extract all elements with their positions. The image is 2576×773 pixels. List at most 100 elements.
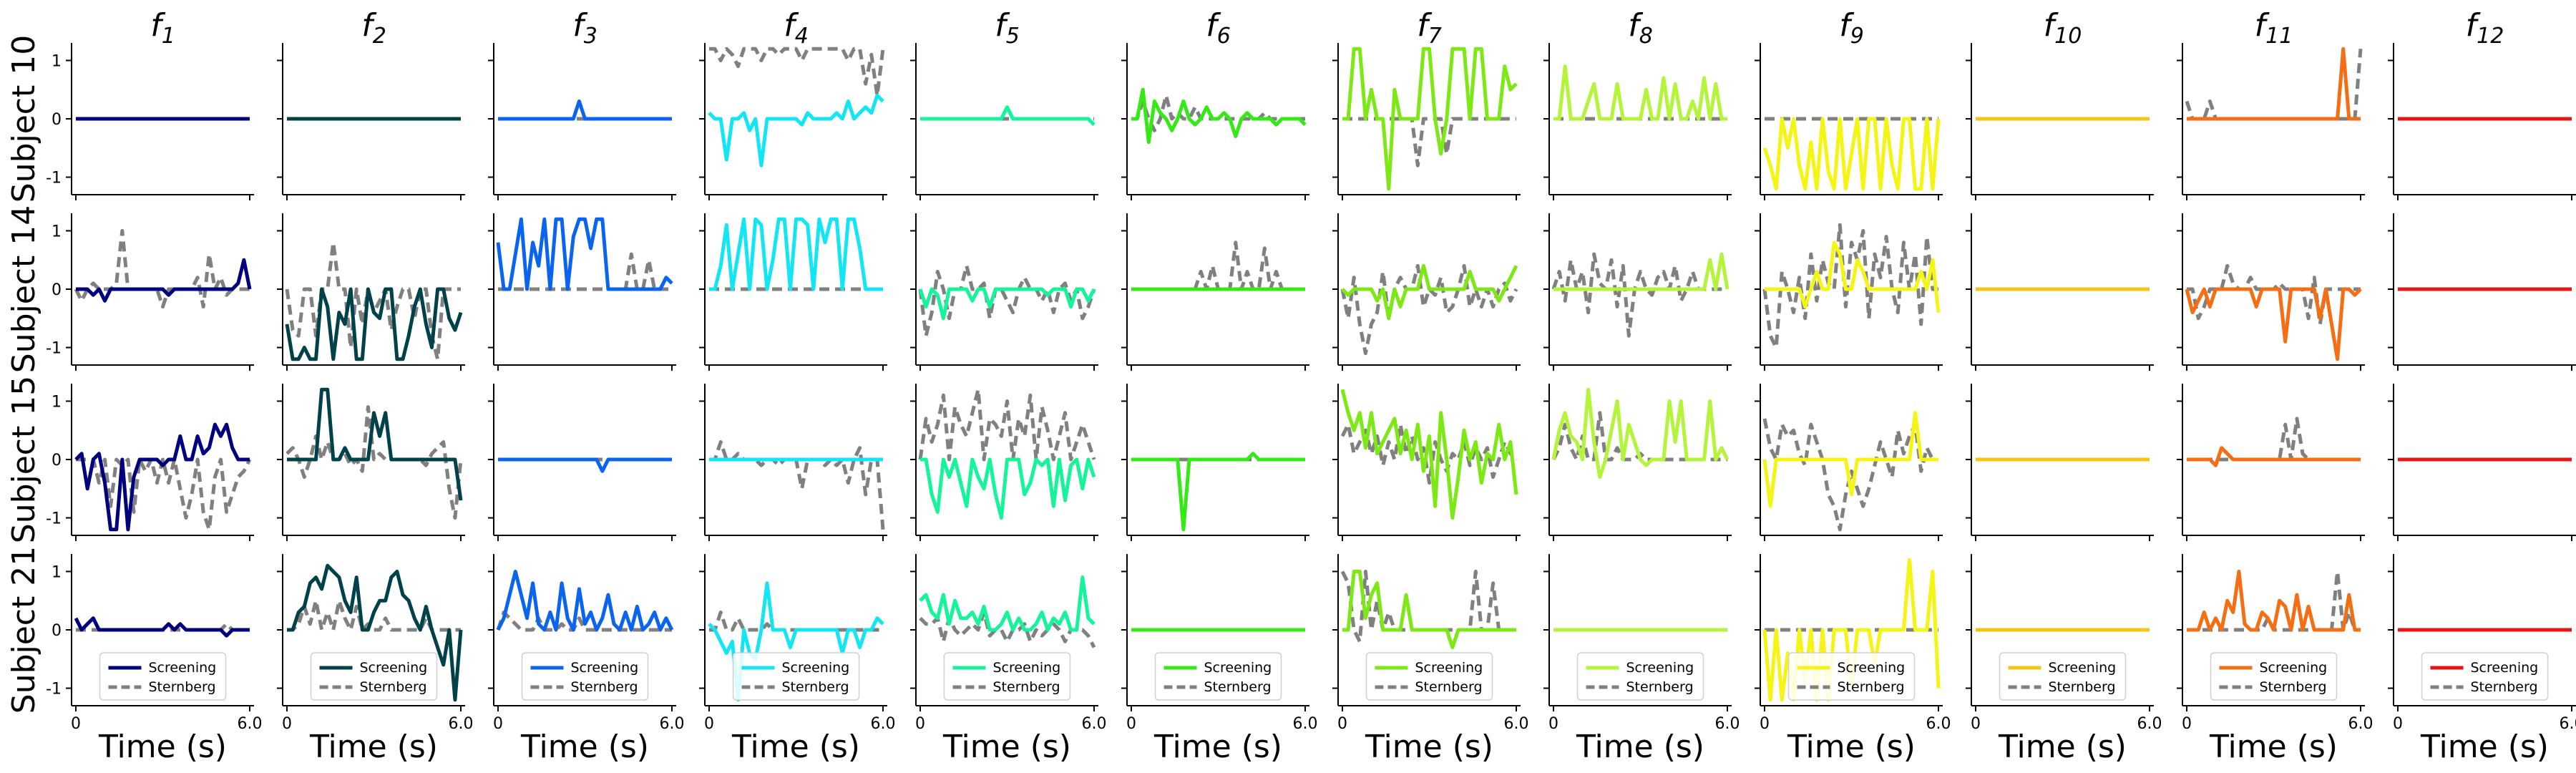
x-tick-label: 6.0 [1926,715,1951,733]
x-tick-label: 0 [1760,715,1770,733]
legend-box [2421,652,2549,701]
x-axis-label: Time (s) [1576,729,1704,765]
series-line-sternberg [918,387,1096,462]
panel-4-12: 0 6.0 Screening Sternberg Time (s) [2388,554,2576,765]
column-title: f4 [784,7,809,49]
series-line-screening [1342,47,1518,191]
y-tick-label: 0 [52,111,62,129]
panel-1-10: f10 [1966,7,2154,200]
column-title: f1 [150,7,175,49]
x-tick-label: 0 [1337,715,1347,733]
legend-label-screening: Screening [571,660,639,676]
legend-box [732,652,860,701]
x-tick-label: 6.0 [660,715,685,733]
panel-4-11: 0 6.0 Screening Sternberg Time (s) [2177,554,2373,765]
x-tick-label: 0 [2393,715,2403,733]
x-tick-label: 0 [71,715,81,733]
legend-box [1154,652,1282,701]
x-tick-label: 0 [704,715,714,733]
row-label: Subject 21 [6,546,42,714]
legend: Screening Sternberg [943,652,1071,701]
series-line-screening [498,99,672,121]
x-axis-label: Time (s) [1365,729,1493,765]
panel-1-6: f6 [1121,7,1309,200]
legend: Screening Sternberg [1999,652,2127,701]
x-axis-label: Time (s) [309,729,438,765]
legend-label-sternberg: Sternberg [360,679,427,695]
series-line-screening [708,93,884,167]
legend-box [1576,652,1704,701]
legend: Screening Sternberg [2421,652,2549,701]
y-tick-label: 1 [52,223,62,240]
panel-1-4: f4 [699,7,887,200]
y-tick-label: 0 [52,622,62,640]
legend-box [310,652,438,701]
x-tick-label: 6.0 [2348,715,2373,733]
series-line-sternberg [76,457,252,532]
legend: Screening Sternberg [99,652,227,701]
panel-1-8: f8 [1543,7,1732,200]
legend-label-screening: Screening [993,660,1061,676]
legend: Screening Sternberg [1154,652,1282,701]
panel-2-10 [1966,213,2154,371]
column-title: f12 [2466,7,2504,49]
legend-label-screening: Screening [782,660,850,676]
legend-label-sternberg: Sternberg [2049,679,2116,695]
legend: Screening Sternberg [732,652,860,701]
x-tick-label: 6.0 [238,715,263,733]
panel-2-5 [910,213,1098,371]
y-tick-label: 1 [52,563,62,581]
panel-2-12 [2388,213,2576,371]
legend-label-screening: Screening [149,660,217,676]
panel-2-11 [2177,213,2365,371]
y-tick-label: -1 [46,510,62,528]
legend-label-screening: Screening [1204,660,1272,676]
series-line-sternberg [1762,418,1938,532]
panel-3-3 [488,384,676,541]
series-line-screening [1553,64,1727,121]
series-line-screening [2187,47,2361,121]
panel-4-1: -1 0 1 0 6.0 Screening Sternberg Time (s) [46,554,263,765]
legend-box [2210,652,2338,701]
series-line-sternberg [2187,417,2361,462]
series-line-screening [498,457,672,473]
series-line-screening [1131,87,1307,145]
series-line-sternberg [1340,422,1518,485]
legend-label-sternberg: Sternberg [1838,679,1905,695]
series-line-sternberg [918,263,1096,338]
panel-2-8 [1543,213,1732,371]
series-line-screening [920,105,1096,126]
y-tick-label: 0 [52,281,62,299]
x-tick-label: 6.0 [2560,715,2576,733]
panel-1-11: f11 [2177,7,2365,200]
x-axis-label: Time (s) [1153,729,1282,765]
panel-2-4 [699,213,887,371]
legend-label-sternberg: Sternberg [1415,679,1483,695]
column-title: f9 [1839,7,1864,49]
x-tick-label: 0 [493,715,503,733]
column-title: f8 [1628,7,1653,49]
panel-3-7 [1332,384,1521,541]
x-axis-label: Time (s) [942,729,1071,765]
column-title: f7 [1417,7,1442,49]
x-tick-label: 6.0 [449,715,474,733]
series-line-screening [1341,263,1518,321]
panel-4-7: 0 6.0 Screening Sternberg Time (s) [1332,554,1529,765]
y-tick-label: -1 [46,170,62,188]
panel-4-3: 0 6.0 Screening Sternberg Time (s) [488,554,685,765]
legend-label-screening: Screening [1838,660,1906,676]
x-axis-label: Time (s) [1787,729,1916,765]
legend-box [943,652,1071,701]
panel-4-9: 0 6.0 Screening Sternberg Time (s) [1755,554,1951,765]
panel-2-3 [488,213,676,371]
legend-label-screening: Screening [2049,660,2117,676]
legend-label-sternberg: Sternberg [1626,679,1694,695]
series-line-screening [2187,446,2361,467]
legend-box [1365,652,1493,701]
series-line-screening [74,422,250,532]
x-tick-label: 6.0 [871,715,896,733]
series-line-sternberg [74,229,250,308]
x-axis-label: Time (s) [2209,729,2338,765]
series-line-screening [1551,387,1729,479]
